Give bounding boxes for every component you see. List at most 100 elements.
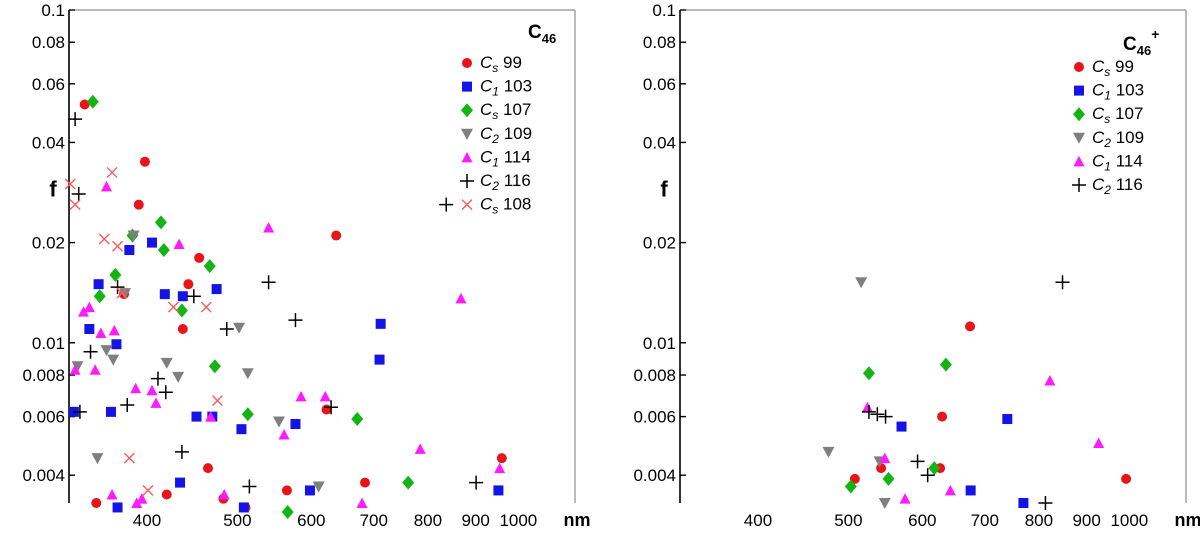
data-point xyxy=(937,411,948,422)
data-point xyxy=(494,462,506,474)
legend-marker xyxy=(1074,85,1084,96)
data-point xyxy=(965,321,976,332)
data-point xyxy=(290,419,301,430)
data-point xyxy=(147,237,158,248)
data-point xyxy=(109,267,122,282)
x-axis-label: nm xyxy=(1175,510,1200,530)
data-point xyxy=(120,398,135,413)
series-cs-107 xyxy=(844,357,952,494)
data-point xyxy=(288,313,303,328)
y-tick-label: 0.08 xyxy=(32,33,65,52)
series-cs-107 xyxy=(86,94,415,520)
y-tick-label: 0.08 xyxy=(643,33,676,52)
legend-marker xyxy=(1073,155,1085,167)
legend-entry: C2 109 xyxy=(1092,128,1144,150)
legend-marker xyxy=(1073,107,1085,122)
data-point xyxy=(899,493,911,504)
data-point xyxy=(93,289,106,304)
x-tick-label: 800 xyxy=(414,511,442,530)
data-point xyxy=(331,230,342,241)
data-point xyxy=(175,303,188,318)
legend-marker xyxy=(461,128,473,140)
data-point xyxy=(356,497,368,508)
data-point xyxy=(855,277,868,289)
data-point xyxy=(218,488,230,500)
x-tick-label: 700 xyxy=(971,511,999,530)
legend-entry: C1 114 xyxy=(1092,151,1143,173)
data-point xyxy=(203,259,216,274)
data-point xyxy=(150,397,162,408)
data-point xyxy=(1018,498,1029,508)
data-point xyxy=(876,463,887,474)
data-point xyxy=(375,318,386,329)
data-point xyxy=(862,366,875,381)
data-point xyxy=(496,453,507,464)
data-point xyxy=(281,505,294,520)
y-tick-label: 0.1 xyxy=(652,1,676,20)
x-tick-label: 500 xyxy=(223,511,251,530)
y-tick-label: 0.008 xyxy=(633,366,676,385)
data-point xyxy=(100,345,113,357)
legend-marker xyxy=(1074,62,1084,72)
data-point xyxy=(351,412,364,427)
x-tick-label: 800 xyxy=(1025,511,1053,530)
y-tick-label: 0.06 xyxy=(32,75,65,94)
data-point xyxy=(146,384,158,396)
y-tick-label: 0.004 xyxy=(633,466,676,485)
data-point xyxy=(360,477,371,488)
data-point xyxy=(177,323,188,334)
data-point xyxy=(1055,275,1070,290)
series-c1-103 xyxy=(68,237,504,513)
x-tick-label: 700 xyxy=(360,511,388,530)
data-point xyxy=(241,368,254,380)
data-point xyxy=(319,390,331,402)
data-point xyxy=(95,327,107,338)
series-cs-99 xyxy=(849,321,1132,484)
y-tick-label: 0.006 xyxy=(22,408,65,427)
legend-marker xyxy=(1073,132,1085,144)
data-point xyxy=(89,364,101,375)
legend-entry: C1 114 xyxy=(480,147,531,169)
data-point xyxy=(69,364,81,375)
legend-marker xyxy=(461,103,473,118)
data-point xyxy=(870,407,885,422)
y-axis-label: f xyxy=(660,177,668,202)
legend-entry: C2 109 xyxy=(480,124,532,146)
series-c1-103 xyxy=(896,414,1029,508)
legend-entry: Cs 107 xyxy=(1092,104,1143,126)
y-tick-label: 0.1 xyxy=(41,1,65,20)
data-point xyxy=(173,238,185,250)
x-tick-label: 400 xyxy=(744,511,772,530)
legend-entry: C1 103 xyxy=(1092,81,1144,103)
data-point xyxy=(124,245,135,256)
legend-marker xyxy=(462,58,472,68)
data-point xyxy=(878,409,893,424)
data-point xyxy=(414,443,426,454)
data-point xyxy=(91,498,102,508)
data-point xyxy=(127,230,140,242)
data-point xyxy=(112,240,124,252)
legend-entry: Cs 99 xyxy=(1092,57,1134,79)
data-point xyxy=(157,243,170,258)
data-point xyxy=(71,361,84,373)
data-point xyxy=(105,406,116,417)
legend-entry: C2 116 xyxy=(1092,175,1143,197)
data-point xyxy=(493,485,504,496)
data-point xyxy=(69,199,81,211)
data-point xyxy=(158,385,173,400)
data-point xyxy=(160,357,173,369)
data-point xyxy=(77,306,89,317)
y-tick-label: 0.04 xyxy=(643,133,676,152)
data-point xyxy=(174,444,189,459)
data-point xyxy=(281,485,292,496)
data-point xyxy=(68,112,83,127)
data-point xyxy=(439,197,454,212)
data-point xyxy=(130,382,142,394)
legend-entry: Cs 107 xyxy=(480,100,531,122)
chart-title: C46+ xyxy=(1123,26,1159,58)
data-point xyxy=(261,275,276,290)
x-tick-label: 600 xyxy=(908,511,936,530)
data-point xyxy=(112,502,123,513)
y-tick-label: 0.004 xyxy=(22,466,65,485)
